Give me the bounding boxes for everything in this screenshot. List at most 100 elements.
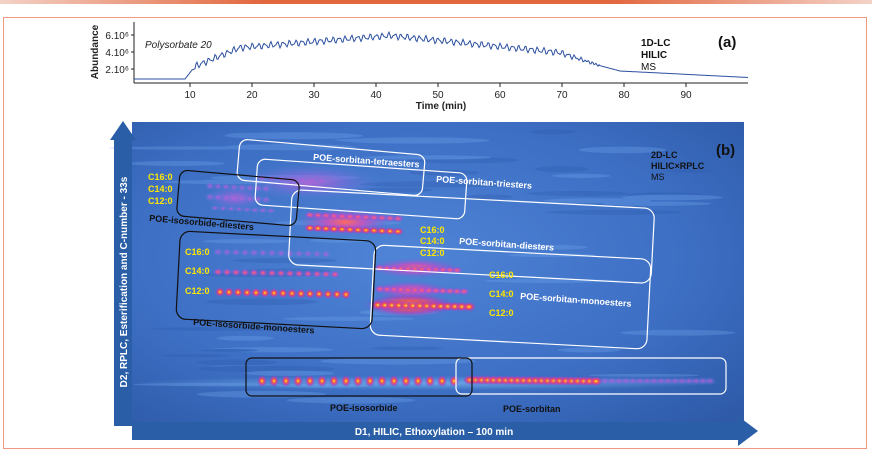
xtick-40: 40: [370, 90, 382, 101]
sm-c12: C12:0: [489, 308, 514, 318]
heatmap-spot: [329, 375, 339, 387]
texture-streak: [546, 210, 681, 215]
panel-a-yticks: 6.10⁶ 4.10⁶ 2.10⁶: [105, 31, 134, 76]
heatmap-spot: [401, 375, 411, 387]
texture-streak: [283, 317, 414, 321]
texture-streak: [552, 174, 611, 178]
texture-streak: [535, 166, 588, 172]
ism-c12: C12:0: [185, 286, 210, 296]
texture-streak: [206, 298, 317, 305]
heatmap-spot: [251, 288, 261, 298]
xtick-70: 70: [556, 90, 568, 101]
heatmap-spot: [242, 288, 252, 298]
ism-c14: C14:0: [185, 266, 210, 276]
heatmap-spot: [303, 270, 313, 278]
isd-c14: C14:0: [148, 184, 173, 194]
heatmap-spot: [231, 268, 241, 276]
texture-streak: [557, 348, 620, 353]
heatmap-spot: [285, 269, 295, 277]
heatmap-spot: [231, 248, 241, 256]
texture-streak: [526, 191, 629, 196]
texture-streak: [233, 258, 337, 263]
panel-b-method-line3: MS: [651, 172, 665, 182]
heatmap-spot: [389, 375, 399, 387]
heatmap-spot: [293, 375, 303, 387]
heatmap-spot: [258, 249, 268, 257]
heatmap-spot: [224, 287, 234, 297]
texture-streak: [216, 336, 273, 341]
heatmap-spot: [303, 250, 313, 258]
heatmap-spot: [317, 375, 327, 387]
d2-axis-label: D2, RPLC, Esterification and C-number - …: [119, 176, 130, 387]
xtick-60: 60: [494, 90, 506, 101]
texture-streak: [227, 133, 267, 137]
xtick-90: 90: [680, 90, 692, 101]
texture-streak: [621, 330, 736, 336]
texture-streak: [602, 202, 711, 206]
panel-a-sample-label: Polysorbate 20: [145, 40, 212, 51]
isd-c16: C16:0: [148, 172, 173, 182]
isd-c12: C12:0: [148, 196, 173, 206]
heatmap-spot: [321, 250, 331, 258]
heatmap-spot: [330, 270, 340, 278]
texture-streak: [622, 195, 723, 201]
heatmap-spot: [392, 228, 404, 236]
heatmap-spot: [462, 302, 476, 312]
panel-b-method-line2: HILIC×RPLC: [651, 161, 705, 171]
heatmap-spot: [294, 270, 304, 278]
heatmap-spot: [281, 375, 291, 387]
heatmap-spot: [276, 249, 286, 257]
heatmap-spot: [285, 249, 295, 257]
heatmap-spot: [222, 268, 232, 276]
xtick-80: 80: [618, 90, 630, 101]
heatmap-spot: [257, 375, 267, 387]
heatmap-spot: [341, 375, 351, 387]
heatmap-spot: [305, 375, 315, 387]
heatmap-spot: [392, 215, 404, 223]
texture-streak: [340, 137, 489, 143]
heatmap-spot: [233, 287, 243, 297]
panel-b: POE-sorbitan-tetraesters POE-sorbitan-tr…: [108, 121, 758, 446]
panel-a-xticks: 10 20 30 40 50 60 70 80 90: [184, 83, 692, 101]
panel-a-method: 1D-LC HILIC MS: [641, 38, 670, 73]
heatmap-spot: [332, 289, 342, 299]
heatmap-spot: [413, 375, 423, 387]
heatmap-spot: [222, 248, 232, 256]
heatmap-spot: [294, 250, 304, 258]
heatmap-spot: [296, 289, 306, 299]
ytick-4e6: 4.10⁶: [105, 48, 129, 59]
sd-c12: C12:0: [420, 248, 445, 258]
heatmap-spot: [267, 249, 277, 257]
sd-c14: C14:0: [420, 236, 445, 246]
heatmap-spot: [353, 375, 363, 387]
heatmap-spot: [321, 270, 331, 278]
heatmap-spot: [458, 288, 470, 296]
heatmap-spot: [276, 269, 286, 277]
heatmap-spot: [314, 289, 324, 299]
heatmap-spot: [266, 208, 276, 214]
heatmap-spot: [261, 196, 271, 204]
sd-c16: C16:0: [420, 225, 445, 235]
heatmap-spot: [258, 269, 268, 277]
heatmap-spot: [312, 270, 322, 278]
texture-streak: [201, 349, 258, 352]
figure: 6.10⁶ 4.10⁶ 2.10⁶ Abundance 10 20 30 40 …: [0, 0, 872, 460]
panel-a: 6.10⁶ 4.10⁶ 2.10⁶ Abundance 10 20 30 40 …: [90, 22, 748, 112]
heatmap-spot: [215, 287, 225, 297]
heatmap-spot: [305, 289, 315, 299]
d1-axis-label: D1, HILIC, Ethoxylation – 100 min: [355, 427, 513, 438]
texture-streak: [465, 195, 513, 200]
sm-c14: C14:0: [489, 289, 514, 299]
texture-streak: [530, 129, 576, 134]
label-isosorbide: POE-isosorbide: [330, 403, 398, 413]
heatmap-spot: [312, 250, 322, 258]
panel-a-label: (a): [718, 34, 736, 51]
heatmap-spot: [341, 290, 351, 300]
panel-a-method-line1: 1D-LC: [641, 38, 670, 49]
heatmap-spot: [449, 375, 459, 387]
heatmap-spot: [260, 288, 270, 298]
heatmap-spot: [278, 288, 288, 298]
heatmap-spot: [269, 375, 279, 387]
texture-streak: [589, 374, 700, 377]
panel-a-xlabel: Time (min): [416, 101, 466, 112]
